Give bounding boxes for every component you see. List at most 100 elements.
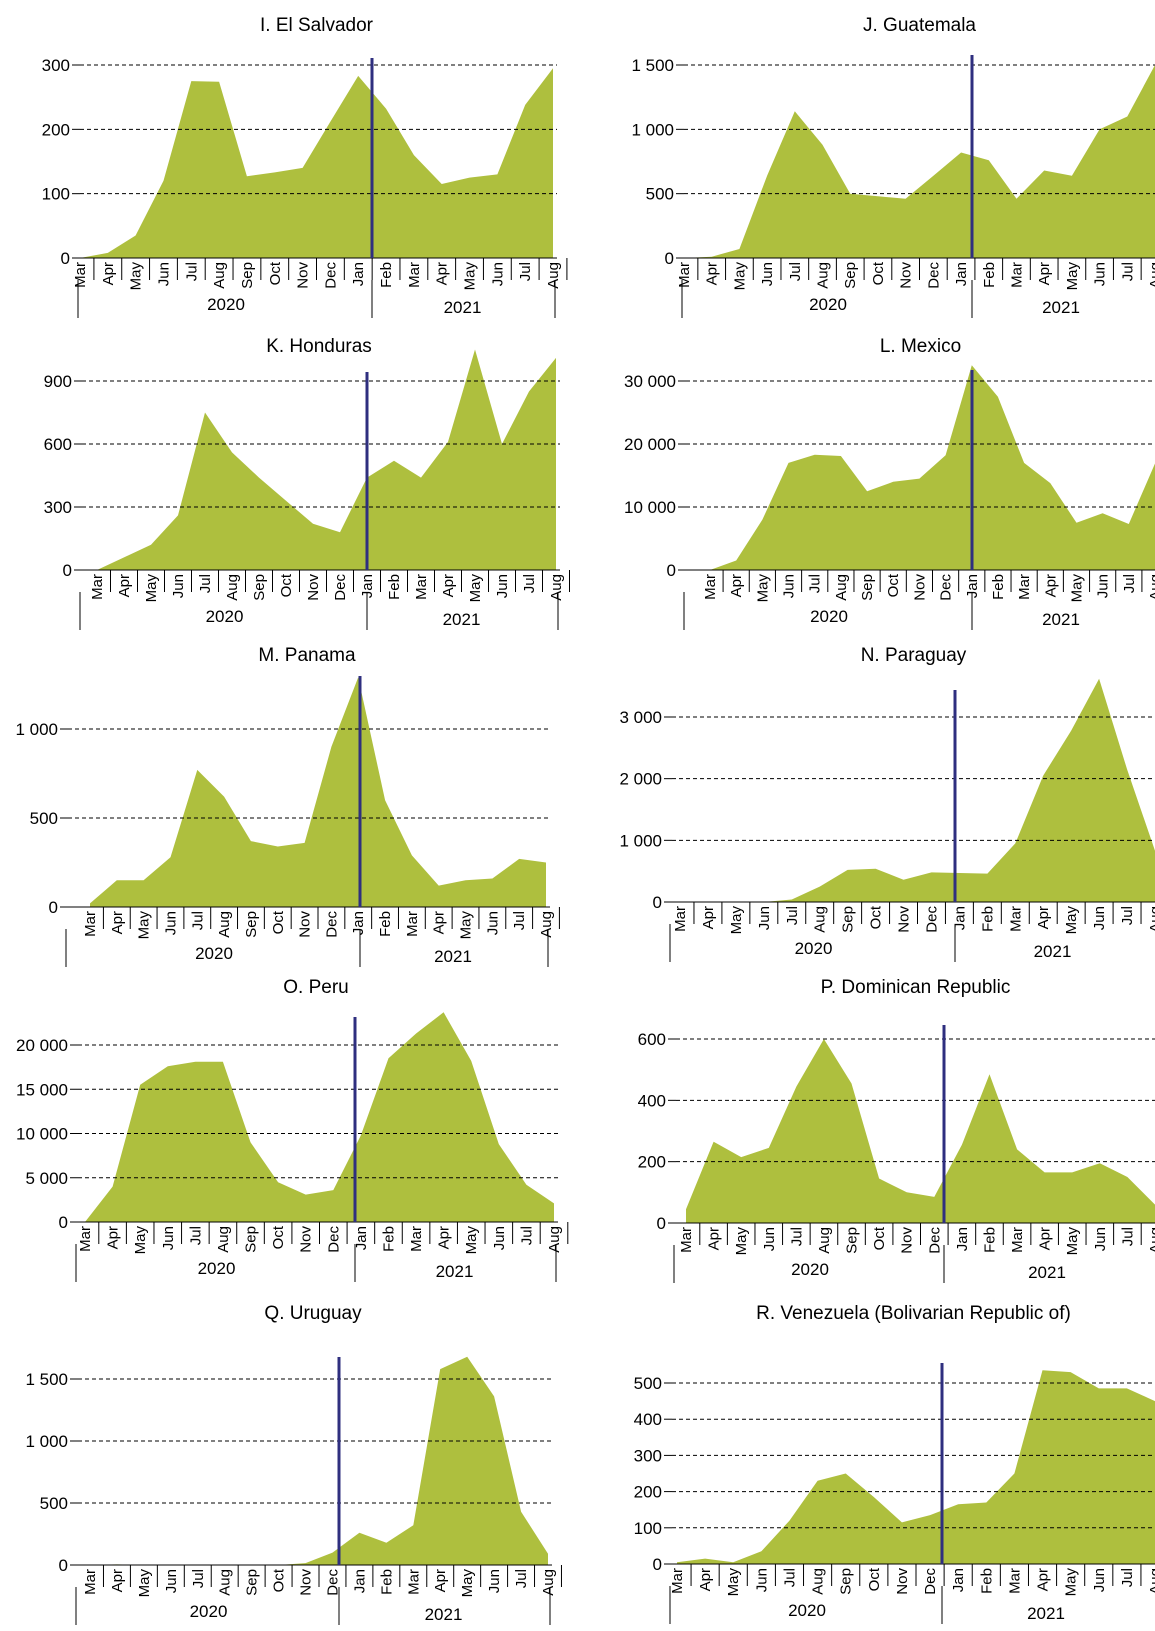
x-tick-label: Jul (788, 1227, 805, 1246)
x-tick-label: Apr (1035, 906, 1052, 929)
x-tick-label: Sep (842, 262, 859, 289)
chart-panel-q-uruguay: Q. Uruguay 0 500 1 000 1 500 Mar Apr May Jun Jul A… (25, 1303, 562, 1625)
x-tick-label: Aug (1147, 1568, 1155, 1595)
area-series (686, 1039, 1155, 1223)
y-tick-label: 10 000 (16, 1125, 68, 1144)
y-tick-label: 300 (634, 1446, 662, 1465)
y-tick-label: 2 000 (619, 770, 662, 789)
x-tick-label: Jun (759, 262, 776, 286)
x-tick-label: Mar (702, 574, 719, 600)
y-tick-label: 0 (665, 249, 674, 268)
chart-panel-p-dominican-republic: P. Dominican Republic 0 200 400 600 Mar Apr May… (638, 977, 1155, 1283)
year-label: 2020 (206, 607, 244, 626)
year-label: 2020 (190, 1602, 228, 1621)
x-tick-label: Apr (440, 574, 457, 597)
year-label: 2021 (443, 610, 481, 629)
x-tick-label: Jan (359, 574, 376, 598)
x-tick-label: Mar (406, 262, 423, 288)
x-tick-label: Jun (170, 574, 187, 598)
y-tick-label: 900 (44, 372, 72, 391)
chart-title: J. Guatemala (863, 15, 976, 36)
x-tick-label: Feb (377, 911, 394, 937)
x-tick-label: Nov (894, 1568, 911, 1595)
y-tick-label: 1 500 (25, 1370, 68, 1389)
x-tick-label: Apr (109, 911, 126, 934)
x-tick-label: Sep (859, 574, 876, 601)
x-tick-label: Mar (1007, 906, 1024, 932)
x-tick-label: Oct (870, 261, 887, 285)
chart-panel-r-venezuela-bolivarian-republic-of: R. Venezuela (Bolivarian Republic of) 0 10… (634, 1303, 1155, 1624)
x-tick-label: Aug (215, 1226, 232, 1253)
x-tick-label: Dec (332, 574, 349, 601)
chart-title: I. El Salvador (260, 15, 374, 36)
x-tick-label: Oct (868, 905, 885, 929)
x-tick-label: May (1063, 1568, 1080, 1597)
x-tick-label: May (1064, 262, 1081, 291)
chart-title: O. Peru (283, 977, 348, 998)
x-tick-label: Oct (270, 910, 287, 934)
x-tick-label: Apr (728, 574, 745, 597)
x-tick-label: Feb (378, 262, 395, 288)
year-label: 2021 (1034, 942, 1072, 961)
x-tick-label: Apr (105, 1226, 122, 1249)
x-tick-label: Aug (538, 911, 555, 938)
x-tick-label: May (143, 574, 160, 603)
x-tick-label: Mar (672, 906, 689, 932)
y-tick-label: 400 (634, 1410, 662, 1429)
x-tick-label: May (459, 1569, 476, 1598)
x-tick-label: Nov (896, 906, 913, 933)
x-tick-label: Jun (761, 1227, 778, 1251)
x-tick-label: Nov (298, 1569, 315, 1596)
x-tick-label: Dec (926, 1227, 943, 1254)
x-tick-label: Mar (676, 262, 693, 288)
x-tick-label: May (1069, 574, 1086, 603)
chart-panel-i-el-salvador: I. El Salvador 0 100 200 300 Mar Apr May Jun Jul A… (42, 15, 568, 318)
y-tick-label: 3 000 (619, 708, 662, 727)
y-tick-label: 100 (634, 1519, 662, 1538)
year-label: 2020 (810, 607, 848, 626)
x-tick-label: Oct (885, 573, 902, 597)
y-tick-label: 500 (40, 1494, 68, 1513)
chart-title: L. Mexico (880, 336, 961, 357)
x-tick-label: Oct (267, 261, 284, 285)
x-tick-label: Jun (1095, 574, 1112, 598)
x-tick-label: Jan (350, 262, 367, 286)
x-tick-label: Jul (183, 262, 200, 281)
x-tick-label: Mar (72, 262, 89, 288)
x-tick-label: Jul (187, 1226, 204, 1245)
chart-title: Q. Uruguay (264, 1303, 362, 1324)
x-tick-label: Jun (1091, 906, 1108, 930)
x-tick-label: May (132, 1226, 149, 1255)
chart-title: P. Dominican Republic (821, 977, 1011, 998)
x-tick-label: Jan (353, 1226, 370, 1250)
x-tick-label: Sep (243, 1226, 260, 1253)
x-tick-label: Apr (434, 262, 451, 285)
x-tick-label: Jun (163, 911, 180, 935)
x-tick-label: May (136, 1569, 153, 1598)
x-tick-label: Jul (511, 911, 528, 930)
x-tick-label: Jul (1119, 906, 1136, 925)
x-tick-label: Jul (517, 262, 534, 281)
y-tick-label: 0 (667, 561, 676, 580)
chart-panel-j-guatemala: J. Guatemala 0 500 1 000 1 500 Mar Apr May Jun Ju… (631, 15, 1155, 318)
x-tick-label: Jun (156, 262, 173, 286)
x-tick-label: Mar (405, 1569, 422, 1595)
y-tick-label: 200 (638, 1153, 666, 1172)
x-tick-label: Jan (953, 262, 970, 286)
x-tick-label: Jul (787, 262, 804, 281)
y-tick-label: 600 (638, 1030, 666, 1049)
x-tick-label: Jul (1121, 574, 1138, 593)
area-series (85, 1012, 554, 1222)
area-series (684, 65, 1155, 258)
y-tick-label: 300 (44, 498, 72, 517)
year-label: 2021 (1042, 610, 1080, 629)
x-tick-label: Aug (810, 1568, 827, 1595)
x-tick-label: Apr (116, 574, 133, 597)
x-tick-label: May (467, 574, 484, 603)
x-tick-label: Jul (1119, 1568, 1136, 1587)
x-tick-label: Jul (1119, 262, 1136, 281)
x-tick-label: Jul (190, 1569, 207, 1588)
year-label: 2021 (1027, 1604, 1065, 1623)
x-tick-label: Jan (954, 1227, 971, 1251)
x-tick-label: Apr (436, 1226, 453, 1249)
